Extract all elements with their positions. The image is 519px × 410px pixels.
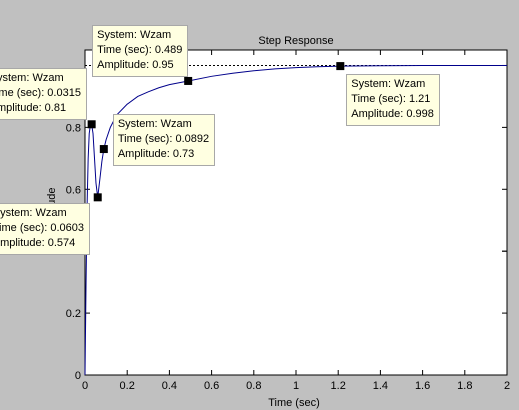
datatip-amplitude: Amplitude: 0.574 [0, 237, 76, 250]
datatip-marker [184, 76, 193, 85]
datatip-box[interactable]: System: Wzam Time (sec): 0.489 Amplitude: … [92, 24, 189, 77]
datatip-system: System: Wzam [97, 28, 172, 41]
datatip-time: Time (sec): 1.21 [351, 93, 431, 106]
x-tick-label: 0.4 [162, 380, 177, 392]
y-tick-label: 0.8 [66, 122, 81, 134]
x-tick-label: 0.8 [246, 380, 261, 392]
datatip-marker [99, 145, 108, 154]
datatip-amplitude: Amplitude: 0.81 [0, 102, 67, 115]
datatip-system: System: Wzam [0, 72, 64, 85]
plot-area [84, 49, 508, 376]
datatip-box[interactable]: System: Wzam Time (sec): 0.0315 Amplitude:… [0, 68, 87, 121]
datatip-amplitude: Amplitude: 0.998 [351, 108, 434, 121]
datatip-marker [93, 193, 102, 202]
x-tick-label: 1.4 [373, 380, 388, 392]
datatip-amplitude: Amplitude: 0.95 [97, 58, 174, 71]
datatip-box[interactable]: System: Wzam Time (sec): 0.0892 Amplitude:… [112, 114, 216, 167]
x-tick-label: 1.8 [457, 380, 472, 392]
datatip-time: Time (sec): 0.489 [97, 43, 183, 56]
datatip-time: Time (sec): 0.0315 [0, 87, 81, 100]
x-tick-label: 1.6 [415, 380, 430, 392]
datatip-time: Time (sec): 0.0892 [117, 133, 210, 146]
x-axis-label: Time (sec) [268, 397, 320, 409]
datatip-system: System: Wzam [351, 78, 426, 91]
datatip-box[interactable]: System: Wzam Time (sec): 0.0603 Amplitude:… [0, 203, 91, 256]
x-tick-label: 1 [293, 380, 299, 392]
x-tick-label: 0 [82, 380, 88, 392]
datatip-marker [87, 120, 96, 129]
datatip-amplitude: Amplitude: 0.73 [117, 148, 195, 161]
x-tick-label: 2 [504, 380, 510, 392]
datatip-system: System: Wzam [0, 207, 67, 220]
chart-title: Step Response [258, 35, 333, 47]
datatip-box[interactable]: System: Wzam Time (sec): 1.21 Amplitude: 0… [346, 74, 440, 127]
datatip-marker [336, 62, 345, 71]
y-tick-label: 0 [75, 370, 81, 382]
y-tick-label: 0.2 [66, 308, 81, 320]
x-tick-label: 0.2 [120, 380, 135, 392]
y-tick-label: 0.6 [66, 184, 81, 196]
datatip-time: Time (sec): 0.0603 [0, 222, 85, 235]
datatip-system: System: Wzam [117, 118, 192, 131]
x-tick-label: 1.2 [331, 380, 346, 392]
x-tick-label: 0.6 [204, 380, 219, 392]
